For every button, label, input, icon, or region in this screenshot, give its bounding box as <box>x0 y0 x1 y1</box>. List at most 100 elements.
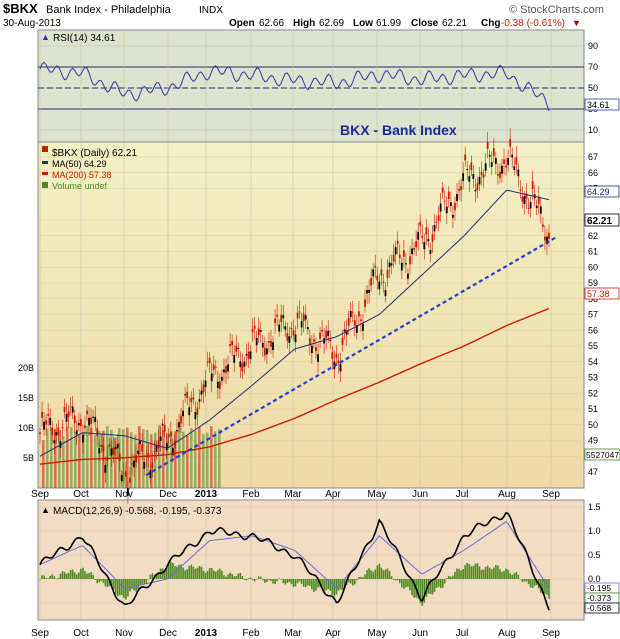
ma200-tag: 57.38 <box>587 289 610 299</box>
macd-histogram-bar <box>497 565 499 579</box>
chart-annotation: BKX - Bank Index <box>340 122 457 138</box>
macd-histogram-bar <box>266 579 268 583</box>
macd-histogram-bar <box>184 570 186 579</box>
macd-histogram-bar <box>75 574 78 579</box>
price-candle <box>329 339 332 341</box>
price-legend: $BKX (Daily) 62.21 MA(50) 64.29 MA(200) … <box>42 146 137 191</box>
macd-histogram-bar <box>347 579 350 583</box>
price-candle <box>55 432 58 436</box>
volume-bar <box>142 429 145 488</box>
price-candle <box>541 224 544 227</box>
price-candle <box>507 158 510 166</box>
month-label: Oct <box>73 628 89 639</box>
macd-histogram-bar <box>531 579 534 588</box>
price-candle <box>120 474 123 482</box>
price-candle <box>221 376 223 381</box>
price-candle <box>449 202 452 207</box>
volume-bar <box>146 429 149 488</box>
price-candle <box>108 444 111 447</box>
macd-histogram-bar <box>433 579 436 592</box>
macd-histogram-bar <box>437 579 440 587</box>
macd-histogram-bar <box>296 579 299 584</box>
month-label: Sep <box>542 628 560 639</box>
macd-histogram-bar <box>423 579 426 603</box>
volume-bar <box>122 429 125 488</box>
price-candle <box>484 163 487 171</box>
chg-arrow-icon: ▼ <box>572 18 581 28</box>
volume-tick-label: 10B <box>18 423 34 433</box>
macd-histogram-bar <box>182 567 184 579</box>
macd-tick-label: 1.0 <box>588 526 601 536</box>
macd-histogram-bar <box>190 564 193 579</box>
macd-histogram-bar <box>411 579 413 596</box>
ma50-tag: 64.29 <box>587 187 610 197</box>
price-candle <box>417 231 420 240</box>
price-candle <box>257 328 260 336</box>
price-candle <box>443 200 446 202</box>
macd-histogram-bar <box>544 579 546 594</box>
close-tag-box <box>584 213 620 227</box>
macd-histogram-bar <box>47 578 49 579</box>
macd-histogram-bar <box>63 572 66 579</box>
legend-swatch-volume <box>42 182 48 188</box>
macd-histogram-bar <box>286 579 289 583</box>
macd-histogram-bar <box>529 579 532 588</box>
macd-histogram-bar <box>96 579 99 584</box>
chg-label: Chg <box>481 18 500 29</box>
macd-histogram-bar <box>161 568 164 579</box>
volume-bar <box>114 437 117 488</box>
price-candle <box>110 448 113 456</box>
macd-panel <box>37 499 585 621</box>
price-candle <box>405 263 407 265</box>
macd-histogram-bar <box>484 566 487 579</box>
macd-histogram-bar <box>380 567 383 579</box>
macd-histogram-bar <box>376 565 379 579</box>
volume-bar <box>166 433 169 488</box>
macd-histogram-bar <box>513 573 516 579</box>
price-candle <box>253 325 256 329</box>
macd-histogram-bar <box>253 579 256 582</box>
price-candle <box>517 169 520 177</box>
macd-histogram-bar <box>137 579 139 590</box>
volume-bar <box>58 431 61 488</box>
price-candle <box>223 369 225 373</box>
macd-histogram-bar <box>448 576 450 579</box>
macd-histogram-bar <box>53 576 56 579</box>
macd-histogram-bar <box>233 576 235 579</box>
price-tick-label: 49 <box>588 436 598 446</box>
macd-histogram-bar <box>123 579 125 598</box>
price-candle <box>452 215 454 218</box>
price-candle <box>112 447 115 455</box>
volume-tick-label: 15B <box>18 393 34 403</box>
price-candle <box>390 263 393 266</box>
price-candle <box>501 165 503 174</box>
macd-histogram-bar <box>546 579 548 595</box>
price-candle <box>537 196 540 204</box>
macd-histogram-bar <box>337 579 340 591</box>
macd-histogram-bar <box>488 567 491 579</box>
price-tick-label: 59 <box>588 278 598 288</box>
macd-histogram-bar <box>100 579 103 582</box>
volume-tick-label: 5B <box>23 453 34 463</box>
macd-histogram-bar <box>206 570 209 579</box>
legend-ma50: MA(50) 64.29 <box>52 159 107 169</box>
price-candle <box>114 446 117 450</box>
macd-histogram-bar <box>45 577 47 579</box>
macd-histogram-bar <box>527 579 530 585</box>
macd-histogram-bar <box>419 579 422 603</box>
month-label: May <box>368 628 387 639</box>
price-candle <box>503 159 505 164</box>
macd-histogram-bar <box>200 566 203 579</box>
price-candle <box>182 410 184 417</box>
price-candle <box>494 158 497 164</box>
price-tick-label: 53 <box>588 373 598 383</box>
macd-histogram-bar <box>155 574 158 579</box>
macd-histogram-bar <box>288 579 291 582</box>
macd-histogram-bar <box>86 573 88 579</box>
price-candle <box>353 320 356 326</box>
chart-exchange: INDX <box>199 5 223 16</box>
price-candle <box>196 407 199 415</box>
price-candle <box>53 440 56 444</box>
macd-histogram-bar <box>525 579 528 582</box>
price-candle <box>63 407 66 413</box>
